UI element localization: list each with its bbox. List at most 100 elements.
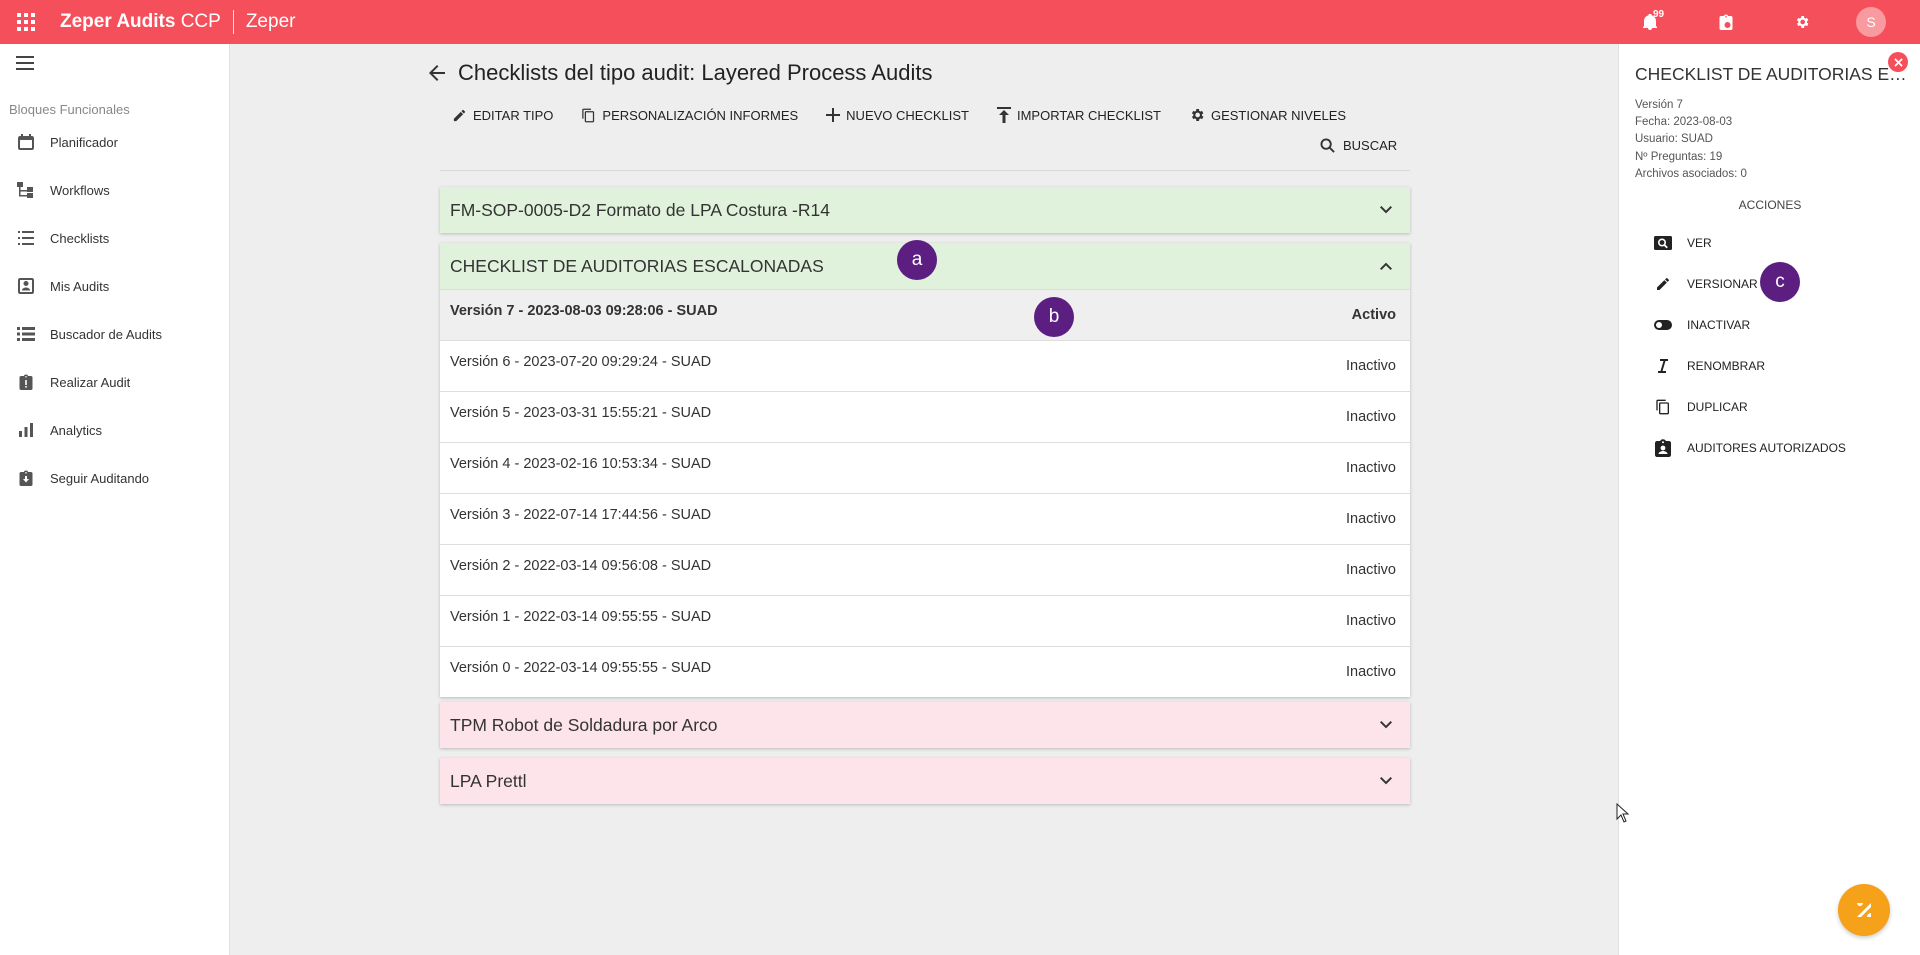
hamburger-menu-icon[interactable] [16,56,34,75]
detail-date: Fecha: 2023-08-03 [1635,116,1733,129]
version-status: Activo [1351,307,1396,323]
action-ver[interactable]: VER [1649,231,1712,255]
detail-questions: Nº Preguntas: 19 [1635,150,1723,163]
new-checklist-button[interactable]: NUEVO CHECKLIST [826,104,969,126]
version-row[interactable]: Versión 0 - 2022-03-14 09:55:55 - SUAD I… [440,646,1410,697]
sidebar-item-buscador-de-audits[interactable]: Buscador de Audits [0,310,229,358]
tasks-button[interactable] [1688,0,1764,44]
sidebar-item-mis-audits[interactable]: Mis Audits [0,262,229,310]
manage-levels-button[interactable]: GESTIONAR NIVELES [1189,104,1346,126]
edit-type-button[interactable]: EDITAR TIPO [452,104,553,126]
version-label: Versión 2 - 2022-03-14 09:56:08 - SUAD [450,558,712,574]
workflow-icon [0,182,50,198]
bar-chart-icon [0,423,50,437]
manage-levels-label: GESTIONAR NIVELES [1210,107,1347,123]
checklist-panel[interactable]: FM-SOP-0005-D2 Formato de LPA Costura -R… [440,187,1410,233]
checklist-panel[interactable]: TPM Robot de Soldadura por Arco [440,702,1410,748]
sidebar-item-planificador[interactable]: Planificador [0,118,229,166]
zendesk-icon [1857,903,1871,917]
search-label: BUSCAR [1343,138,1398,153]
app-title[interactable]: Zeper Audits CCP Zeper [52,0,295,44]
copy-icon [1649,398,1677,416]
chevron-down-icon[interactable] [1374,769,1398,793]
gear-icon [1191,109,1204,121]
sidebar-item-analytics[interactable]: Analytics [0,406,229,454]
action-label: RENOMBRAR [1687,359,1766,373]
checklist-panel[interactable]: LPA Prettl [440,758,1410,804]
version-label: Versión 1 - 2022-03-14 09:55:55 - SUAD [450,609,712,625]
sidebar-item-label: Workflows [50,182,110,198]
apps-grid-icon[interactable] [0,0,52,44]
sidebar-item-workflows[interactable]: Workflows [0,166,229,214]
action-label: AUDITORES AUTORIZADOS [1687,441,1846,455]
version-status: Inactivo [1346,460,1396,476]
list-icon [0,231,50,245]
sidebar-item-label: Checklists [50,230,110,246]
sidebar-item-label: Buscador de Audits [50,326,163,342]
sidebar-item-label: Seguir Auditando [50,470,150,486]
version-row[interactable]: Versión 6 - 2023-07-20 09:29:24 - SUAD I… [440,340,1410,391]
title-divider [232,10,234,34]
version-row[interactable]: Versión 5 - 2023-03-31 15:55:21 - SUAD I… [440,391,1410,442]
version-row[interactable]: Versión 3 - 2022-07-14 17:44:56 - SUAD I… [440,493,1410,544]
app-name: Zeper Audits [60,11,176,32]
action-auditores-autorizados[interactable]: AUDITORES AUTORIZADOS [1649,436,1846,460]
checklist-panel-header[interactable]: LPA Prettl [440,758,1410,804]
checklist-name: TPM Robot de Soldadura por Arco [450,714,718,735]
help-chat-button[interactable] [1838,884,1890,936]
bell-icon [1643,14,1657,30]
custom-reports-button[interactable]: PERSONALIZACIÓN INFORMES [581,104,798,126]
detail-title: CHECKLIST DE AUDITORIAS ESCALONADAS [1635,64,1907,84]
detail-meta: Versión 7 Fecha: 2023-08-03 Usuario: SUA… [1635,97,1747,183]
chevron-down-icon[interactable] [1374,713,1398,737]
action-versionar[interactable]: VERSIONAR [1649,272,1758,296]
list-detail-icon [0,327,50,341]
settings-button[interactable] [1764,0,1840,44]
custom-reports-label: PERSONALIZACIÓN INFORMES [602,107,799,123]
checklist-panel-expanded[interactable]: CHECKLIST DE AUDITORIAS ESCALONADAS Vers… [440,243,1410,697]
action-renombrar[interactable]: RENOMBRAR [1649,354,1765,378]
version-row[interactable]: Versión 4 - 2023-02-16 10:53:34 - SUAD I… [440,442,1410,493]
action-label: INACTIVAR [1687,318,1751,332]
import-checklist-label: IMPORTAR CHECKLIST [1016,107,1161,123]
sidebar-item-checklists[interactable]: Checklists [0,214,229,262]
sidebar-item-label: Planificador [50,134,118,150]
sidebar-item-label: Analytics [50,422,103,438]
version-label: Versión 6 - 2023-07-20 09:29:24 - SUAD [450,354,712,370]
plus-icon [826,108,841,122]
version-status: Inactivo [1346,511,1396,527]
annotation-marker-c: c [1760,262,1800,302]
import-checklist-button[interactable]: IMPORTAR CHECKLIST [996,104,1161,126]
sidebar-item-realizar-audit[interactable]: Realizar Audit [0,358,229,406]
checklist-name: LPA Prettl [450,770,527,791]
search-button[interactable]: BUSCAR [1320,138,1397,153]
action-inactivar[interactable]: INACTIVAR [1649,313,1750,337]
back-arrow-icon[interactable] [424,60,450,86]
close-panel-button[interactable] [1888,52,1908,72]
action-duplicar[interactable]: DUPLICAR [1649,395,1748,419]
checklist-name: CHECKLIST DE AUDITORIAS ESCALONADAS [450,255,824,276]
sidebar-item-seguir-auditando[interactable]: Seguir Auditando [0,454,229,502]
app-name-suffix: CCP [175,11,221,32]
annotation-marker-b: b [1034,297,1074,337]
version-label: Versión 3 - 2022-07-14 17:44:56 - SUAD [450,507,712,523]
version-status: Inactivo [1346,358,1396,374]
version-row[interactable]: Versión 2 - 2022-03-14 09:56:08 - SUAD I… [440,544,1410,595]
calendar-icon [0,134,50,150]
checklist-panel-header[interactable]: FM-SOP-0005-D2 Formato de LPA Costura -R… [440,187,1410,233]
notifications-button[interactable]: 99 [1612,0,1688,44]
version-row[interactable]: Versión 7 - 2023-08-03 09:28:06 - SUAD A… [440,289,1410,340]
version-status: Inactivo [1346,613,1396,629]
chevron-up-icon[interactable] [1374,254,1398,278]
top-app-bar: Zeper Audits CCP Zeper 99 S [0,0,1920,44]
avatar[interactable]: S [1856,7,1886,37]
version-status: Inactivo [1346,562,1396,578]
detail-user: Usuario: SUAD [1635,133,1713,146]
version-row[interactable]: Versión 1 - 2022-03-14 09:55:55 - SUAD I… [440,595,1410,646]
clipboard-download-icon [0,470,50,486]
sidebar: Bloques Funcionales Planificador Workflo… [0,44,230,955]
toolbar: EDITAR TIPO PERSONALIZACIÓN INFORMES NUE… [452,104,1374,126]
checklist-panel-header[interactable]: TPM Robot de Soldadura por Arco [440,702,1410,748]
chevron-down-icon[interactable] [1374,198,1398,222]
checklist-name: FM-SOP-0005-D2 Formato de LPA Costura -R… [450,199,830,220]
